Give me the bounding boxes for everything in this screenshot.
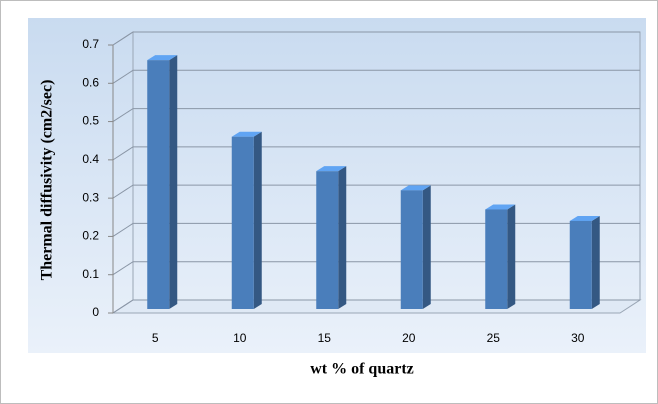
bar-side: [507, 204, 516, 309]
bar-front: [231, 136, 254, 309]
bar-front: [569, 220, 592, 309]
grid-line: [112, 108, 640, 122]
bar-front: [316, 171, 339, 309]
y-tick-label: 0.6: [82, 75, 99, 89]
x-tick-label: 5: [152, 331, 159, 345]
grid-line: [112, 261, 640, 276]
x-tick-label: 30: [571, 331, 585, 345]
bar-side: [169, 55, 178, 310]
grid-line: [112, 31, 640, 46]
bar: [485, 204, 516, 309]
bar-top: [231, 131, 262, 137]
bar-top: [400, 185, 431, 191]
bar-side: [338, 166, 347, 309]
y-tick-label: 0.5: [82, 114, 99, 128]
y-tick-label: 0.4: [82, 152, 99, 166]
y-tick-label: 0.7: [82, 37, 99, 51]
y-tick-label: 0.3: [82, 190, 99, 204]
bar-top: [569, 215, 600, 221]
floor: [111, 299, 642, 314]
x-tick-label: 15: [318, 331, 332, 345]
bar-top: [485, 204, 516, 210]
grid-line: [112, 299, 640, 314]
grid-line: [112, 184, 640, 199]
bar: [400, 185, 431, 309]
bar-side: [591, 215, 600, 309]
bar: [231, 131, 262, 309]
grid-line: [112, 222, 640, 237]
bar: [147, 55, 178, 310]
grid-line: [112, 69, 640, 84]
bar-top: [147, 55, 178, 61]
bar: [569, 215, 600, 309]
y-tick-label: 0.1: [82, 267, 99, 281]
bar: [316, 166, 347, 309]
bar-front: [147, 60, 170, 310]
y-tick-label: 0: [92, 305, 99, 319]
bar-top: [316, 166, 347, 172]
y-axis-title: Thermal diffusivity (cm2/sec): [39, 80, 56, 281]
x-axis-title: wt % of quartz: [310, 361, 414, 378]
x-tick-label: 20: [402, 331, 416, 345]
y-tick-label: 0.2: [82, 229, 99, 243]
x-tick-label: 10: [233, 331, 247, 345]
x-tick-label: 25: [487, 331, 501, 345]
grid-line: [112, 146, 640, 161]
bar-side: [422, 185, 431, 309]
bar-front: [400, 190, 423, 309]
bar-front: [485, 209, 508, 309]
bar-side: [253, 131, 262, 309]
